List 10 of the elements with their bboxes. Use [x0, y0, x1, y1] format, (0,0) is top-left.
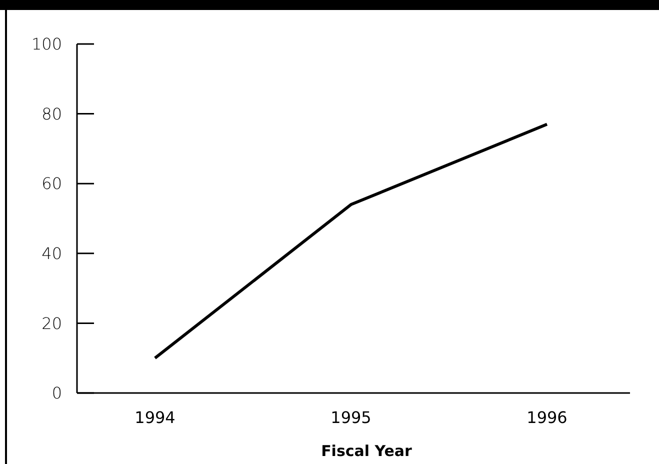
x-axis-title: Fiscal Year [321, 442, 413, 460]
x-tick-label: 1994 [134, 408, 176, 427]
y-tick-label: 80 [42, 104, 62, 124]
y-tick-label: 100 [31, 34, 62, 54]
y-tick-label: 0 [52, 384, 62, 403]
x-tick-label: 1996 [526, 408, 568, 427]
y-tick-label: 60 [42, 174, 62, 194]
y-tick-label: 40 [42, 244, 62, 263]
y-tick-label: 20 [42, 314, 62, 333]
x-tick-label: 1995 [330, 408, 372, 427]
